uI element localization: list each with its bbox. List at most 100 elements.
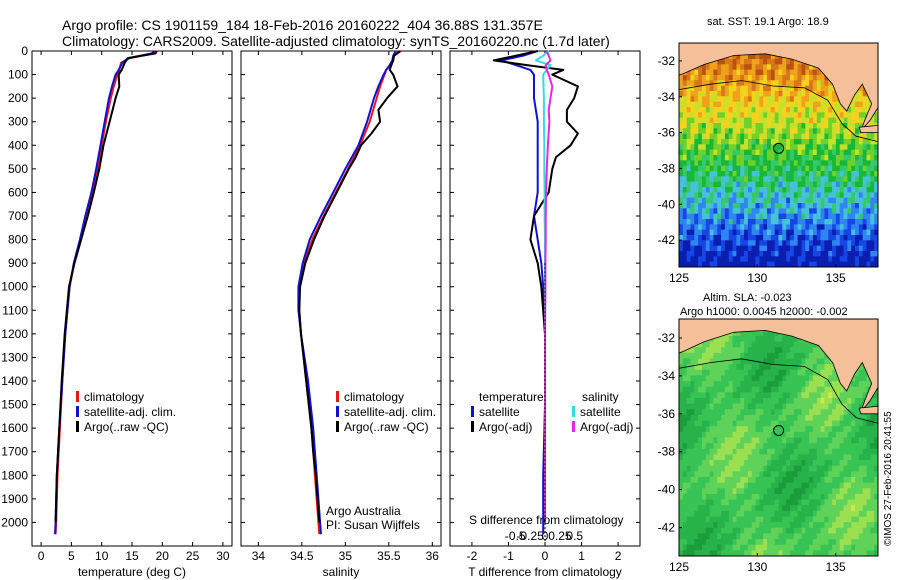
map-cell: [793, 505, 799, 512]
map-cell: [866, 414, 871, 421]
map-cell: [679, 224, 684, 231]
map-cell: [701, 403, 707, 410]
map-cell: [694, 482, 699, 489]
map-cell: [763, 527, 768, 534]
map-cell: [721, 64, 726, 71]
map-cell: [858, 454, 864, 461]
map-cell: [755, 426, 760, 433]
map-cell: [728, 80, 733, 87]
map-cell: [801, 510, 806, 517]
map-cell: [870, 544, 875, 551]
map-cell: [816, 431, 821, 438]
map-cell: [851, 381, 856, 388]
map-cell: [793, 443, 799, 450]
map-cell: [698, 516, 703, 523]
map-cell: [682, 144, 688, 151]
map-cell: [782, 80, 787, 87]
map-cell: [713, 251, 718, 257]
map-cell: [724, 414, 730, 421]
map-cell: [686, 107, 691, 113]
map-cell: [755, 347, 760, 354]
map-cell: [832, 414, 837, 421]
map-cell: [724, 364, 730, 371]
map-cell: [809, 245, 814, 252]
map-cell: [732, 235, 737, 241]
map-cell: [694, 133, 699, 140]
map-cell: [797, 522, 802, 529]
map-cell: [686, 358, 691, 365]
map-cell: [786, 245, 791, 252]
map-cell: [747, 364, 753, 371]
map-cell: [812, 197, 818, 204]
legend-item: satellite: [572, 405, 633, 420]
map-cell: [789, 219, 795, 225]
map-cell: [843, 477, 848, 484]
map-cell: [740, 213, 745, 220]
map-cell: [866, 544, 871, 551]
map-cell: [736, 107, 741, 113]
map-cell: [682, 409, 688, 416]
map-cell: [793, 197, 799, 204]
map-cell: [801, 437, 806, 444]
map-cell: [724, 224, 730, 231]
map-cell: [728, 335, 733, 342]
map-cell: [713, 364, 718, 371]
map-cell: [740, 499, 745, 506]
map-cell: [682, 482, 688, 489]
map-cell: [805, 533, 810, 540]
map-cell: [812, 101, 818, 108]
map-cell: [801, 493, 806, 500]
map-cell: [701, 107, 707, 113]
map-cell: [736, 155, 741, 161]
map-cell: [797, 516, 802, 523]
map-cell: [809, 181, 814, 188]
map-cell: [793, 369, 799, 376]
map-cell: [786, 544, 791, 551]
map-cell: [686, 347, 691, 354]
map-cell: [812, 171, 818, 177]
map-cell: [782, 171, 787, 177]
map-cell: [789, 171, 795, 177]
map-cell: [728, 235, 733, 241]
map-cell: [778, 197, 783, 204]
map-cell: [778, 539, 783, 546]
map-cell: [767, 197, 772, 204]
map-cell: [778, 527, 783, 534]
map-cell: [805, 64, 810, 71]
map-cell: [828, 358, 833, 365]
map-cell: [705, 460, 711, 467]
map-cell: [740, 176, 745, 183]
map-cell: [717, 420, 722, 427]
map-cell: [724, 454, 730, 461]
map-cell: [786, 133, 791, 140]
map-cell: [736, 420, 741, 427]
map-cell: [774, 375, 779, 382]
map-cell: [755, 516, 760, 523]
map-cell: [717, 437, 722, 444]
map-cell: [862, 381, 867, 388]
map-cell: [870, 550, 875, 557]
map-cell: [828, 192, 833, 199]
map-cell: [843, 510, 848, 517]
map-cell: [767, 203, 772, 209]
map-cell: [759, 165, 764, 172]
map-cell: [770, 208, 776, 215]
map-cell: [832, 381, 837, 388]
map-cell: [855, 533, 860, 540]
map-cell: [801, 505, 806, 512]
map-cell: [686, 240, 691, 247]
legend-difference-salinity: salinity satellite Argo(-adj): [572, 390, 633, 435]
map-cell: [778, 460, 783, 467]
map-cell: [812, 437, 818, 444]
map-cell: [682, 358, 688, 365]
map-cell: [682, 75, 688, 81]
map-cell: [812, 107, 818, 113]
map-cell: [797, 133, 802, 140]
map-cell: [774, 69, 779, 76]
map-cell: [855, 192, 860, 199]
map-cell: [767, 96, 772, 103]
map-cell: [774, 197, 779, 204]
map-cell: [732, 516, 737, 523]
map-cell: [679, 171, 684, 177]
map-cell: [812, 414, 818, 421]
